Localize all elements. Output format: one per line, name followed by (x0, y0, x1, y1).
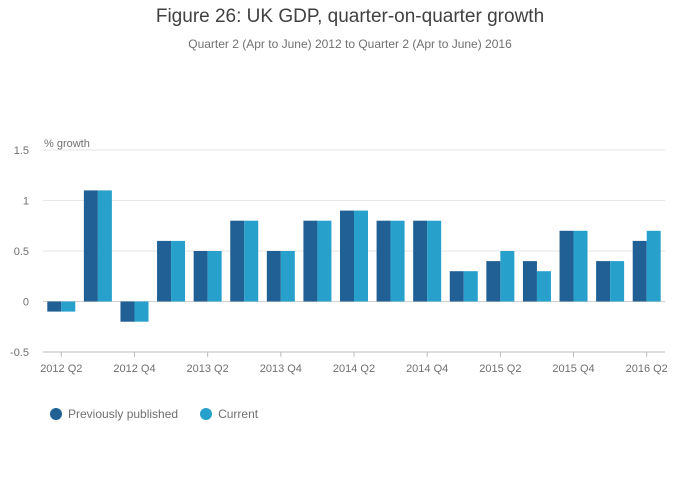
x-tick-label: 2013 Q4 (260, 363, 302, 375)
bar-current (354, 210, 368, 302)
bar-current (280, 251, 295, 302)
bar-current (134, 301, 149, 322)
bar-current (171, 240, 186, 302)
bar-current (536, 271, 551, 302)
y-tick-label: 1.5 (14, 145, 29, 157)
y-tick-label: 0.5 (14, 246, 29, 258)
bar-current (97, 190, 112, 302)
bar-current (244, 220, 259, 302)
bar-current (610, 261, 625, 302)
bar-current (646, 230, 661, 302)
bar-previously-published (413, 220, 428, 302)
bar-previously-published (632, 240, 647, 302)
bar-previously-published (47, 301, 62, 312)
bar-previously-published (230, 220, 245, 302)
x-tick-label: 2015 Q2 (479, 363, 521, 375)
legend-label-previously-published: Previously published (68, 407, 179, 421)
legend: Previously published Current (50, 407, 258, 421)
bar-previously-published (449, 271, 464, 302)
chart-title: Figure 26: UK GDP, quarter-on-quarter gr… (155, 6, 545, 27)
y-tick-label: 0 (23, 297, 29, 309)
bar-previously-published (522, 261, 537, 302)
bar-current (573, 230, 588, 302)
bar-previously-published (376, 220, 391, 302)
chart-subtitle: Quarter 2 (Apr to June) 2012 to Quarter … (188, 37, 512, 51)
bar-current (500, 251, 515, 302)
bar-current (317, 220, 332, 302)
bar-previously-published (559, 230, 574, 302)
y-tick-label: 1 (23, 196, 29, 208)
legend-label-current: Current (218, 407, 259, 421)
bar-current (207, 251, 222, 302)
bar-current (61, 301, 76, 312)
legend-swatch-previously-published (50, 408, 62, 420)
x-tick-label: 2013 Q2 (187, 363, 229, 375)
legend-item-current[interactable]: Current (200, 407, 258, 421)
y-axis-label: % growth (44, 138, 90, 150)
bar-current (463, 271, 478, 302)
bar-previously-published (596, 261, 611, 302)
x-tick-label: 2016 Q2 (626, 363, 668, 375)
bar-current (427, 220, 442, 302)
bar-previously-published (120, 301, 135, 322)
bar-previously-published (340, 210, 354, 302)
x-tick-label: 2012 Q4 (113, 363, 155, 375)
bar-previously-published (193, 251, 208, 302)
bar-previously-published (157, 240, 172, 302)
legend-swatch-current (200, 408, 213, 420)
bar-current (390, 220, 405, 302)
x-tick-label: 2014 Q2 (333, 363, 375, 375)
bar-previously-published (303, 220, 318, 302)
x-tick-label: 2012 Q2 (40, 363, 82, 375)
bar-previously-published (486, 261, 501, 302)
bar-previously-published (266, 251, 281, 302)
legend-item-previously-published[interactable]: Previously published (50, 407, 178, 421)
x-tick-label: 2014 Q4 (406, 363, 448, 375)
bar-previously-published (83, 190, 98, 302)
y-tick-label: -0.5 (10, 347, 29, 359)
x-tick-label: 2015 Q4 (552, 363, 594, 375)
